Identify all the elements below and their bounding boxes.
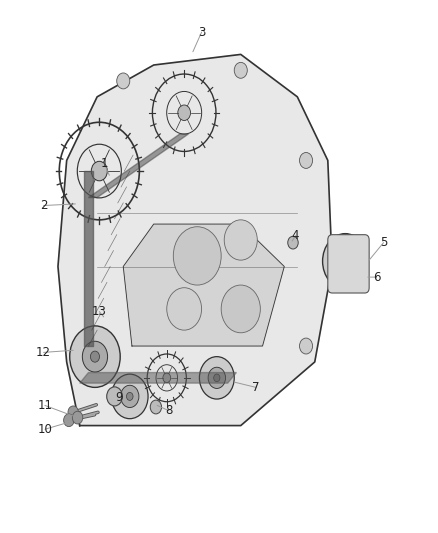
Circle shape [82, 341, 108, 372]
Text: 12: 12 [36, 346, 51, 359]
Circle shape [178, 105, 191, 120]
Circle shape [300, 338, 313, 354]
Circle shape [150, 400, 162, 414]
Circle shape [208, 367, 226, 389]
Text: 5: 5 [380, 236, 387, 249]
Circle shape [300, 152, 313, 168]
Circle shape [173, 227, 221, 285]
Circle shape [163, 373, 171, 383]
Circle shape [112, 374, 148, 419]
Polygon shape [80, 373, 237, 383]
Circle shape [64, 414, 74, 426]
Circle shape [341, 256, 349, 266]
FancyBboxPatch shape [328, 235, 369, 293]
Circle shape [214, 374, 220, 382]
Circle shape [107, 387, 122, 406]
Polygon shape [58, 54, 332, 425]
Circle shape [322, 233, 368, 289]
Text: 9: 9 [115, 391, 123, 404]
Circle shape [221, 285, 260, 333]
Circle shape [127, 392, 133, 400]
Text: 3: 3 [198, 26, 205, 38]
Text: 8: 8 [165, 404, 173, 417]
Text: 2: 2 [40, 199, 47, 212]
Polygon shape [123, 224, 284, 346]
Text: 6: 6 [373, 271, 380, 284]
Circle shape [199, 357, 234, 399]
Circle shape [70, 326, 120, 387]
Circle shape [90, 351, 99, 362]
Polygon shape [88, 134, 188, 198]
Text: 10: 10 [38, 423, 53, 436]
Text: 7: 7 [252, 381, 260, 394]
Circle shape [72, 411, 83, 424]
Circle shape [120, 385, 139, 408]
Circle shape [224, 220, 257, 260]
Text: 4: 4 [292, 229, 299, 242]
Text: 1: 1 [100, 157, 108, 169]
Circle shape [167, 288, 201, 330]
Circle shape [234, 62, 247, 78]
Circle shape [91, 161, 107, 181]
Circle shape [334, 247, 357, 275]
Text: 11: 11 [37, 399, 53, 412]
Circle shape [68, 406, 78, 419]
Text: 13: 13 [92, 305, 107, 318]
Circle shape [288, 236, 298, 249]
Circle shape [117, 73, 130, 89]
